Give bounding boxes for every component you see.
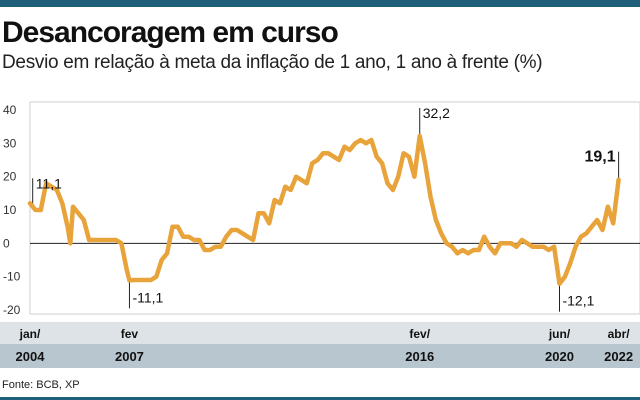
series-line — [27, 133, 621, 286]
x-tick-month-label: fev — [121, 327, 139, 341]
x-tick-year-label: 2004 — [16, 349, 46, 364]
annotation-label: -11,1 — [132, 289, 163, 305]
annotation-label: -12,1 — [562, 293, 594, 309]
x-tick-month-label: jan/ — [19, 327, 41, 341]
y-tick-label: 40 — [3, 103, 17, 117]
bottom-accent-bar — [0, 397, 640, 400]
y-tick-label: 0 — [3, 236, 10, 250]
x-axis-month-row — [0, 322, 640, 344]
annotation-label: 11,1 — [36, 175, 62, 191]
source-note: Fonte: BCB, XP — [2, 379, 80, 391]
y-axis: 40 30 20 10 0 -10 -20 — [3, 103, 21, 317]
x-axis: jan/2004 fev 2007 fev/2016 jun/2020 abr/2022 — [16, 327, 634, 364]
y-tick-label: 20 — [3, 170, 17, 184]
x-tick-year-label: 2022 — [604, 349, 633, 364]
x-tick-month-label: fev/ — [409, 327, 430, 341]
x-tick-month-label: abr/ — [608, 327, 631, 341]
annotation-labels: 11,1 -11,1 32,2 -12,1 19,1 — [36, 105, 616, 309]
y-tick-label: 30 — [3, 136, 17, 150]
y-tick-label: -20 — [3, 303, 21, 317]
annotation-label: 19,1 — [584, 149, 615, 166]
x-tick-year-label: 2007 — [115, 349, 144, 364]
top-accent-bar — [0, 0, 640, 7]
x-tick-year-label: 2020 — [545, 349, 574, 364]
x-axis-year-row — [0, 344, 640, 368]
x-tick-year-label: 2016 — [405, 349, 434, 364]
chart-title: Desancoragem em curso — [2, 16, 339, 49]
y-tick-label: 10 — [3, 203, 17, 217]
chart-subtitle: Desvio em relação à meta da inflação de … — [2, 52, 543, 73]
y-tick-label: -10 — [3, 270, 21, 284]
x-tick-month-label: jun/ — [548, 327, 571, 341]
annotation-label: 32,2 — [423, 105, 450, 121]
annotation-markers — [32, 108, 620, 312]
plot-frame — [29, 101, 640, 315]
